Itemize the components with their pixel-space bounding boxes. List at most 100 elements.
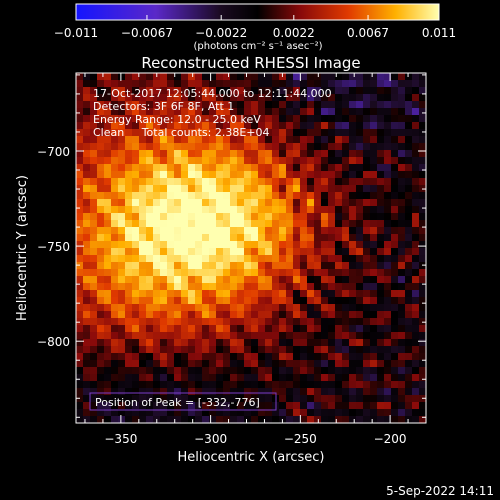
heatmap-cell — [188, 353, 196, 361]
heatmap-cell — [321, 409, 329, 417]
heatmap-cell — [188, 304, 196, 312]
heatmap-cell — [216, 87, 224, 95]
heatmap-cell — [293, 325, 301, 333]
heatmap-cell — [391, 402, 399, 410]
heatmap-cell — [97, 255, 105, 263]
heatmap-cell — [272, 318, 280, 326]
heatmap-cell — [230, 122, 238, 130]
heatmap-cell — [237, 416, 245, 423]
heatmap-cell — [286, 269, 294, 277]
heatmap-cell — [195, 255, 203, 263]
heatmap-cell — [118, 185, 126, 193]
heatmap-cell — [167, 297, 175, 305]
heatmap-cell — [419, 388, 426, 396]
heatmap-cell — [188, 185, 196, 193]
heatmap-cell — [209, 73, 217, 81]
heatmap-cell — [209, 318, 217, 326]
heatmap-cell — [244, 206, 252, 214]
heatmap-cell — [307, 122, 315, 130]
heatmap-cell — [412, 360, 420, 368]
heatmap-cell — [398, 395, 406, 403]
heatmap-cell — [307, 395, 315, 403]
heatmap-cell — [279, 388, 287, 396]
heatmap-cell — [321, 80, 329, 88]
heatmap-cell — [83, 108, 91, 116]
heatmap-cell — [251, 374, 259, 382]
heatmap-cell — [104, 325, 112, 333]
heatmap-cell — [244, 346, 252, 354]
heatmap-cell — [307, 185, 315, 193]
heatmap-cell — [279, 297, 287, 305]
heatmap-cell — [349, 241, 357, 249]
heatmap-cell — [321, 115, 329, 123]
heatmap-cell — [202, 129, 210, 137]
heatmap-cell — [202, 227, 210, 235]
heatmap-cell — [237, 353, 245, 361]
heatmap-cell — [195, 199, 203, 207]
heatmap-cell — [76, 276, 84, 284]
heatmap-cell — [83, 381, 91, 389]
heatmap-cell — [342, 276, 350, 284]
heatmap-cell — [209, 304, 217, 312]
heatmap-cell — [132, 402, 140, 410]
heatmap-cell — [258, 395, 266, 403]
heatmap-cell — [293, 416, 301, 423]
heatmap-cell — [146, 122, 154, 130]
heatmap-cell — [237, 276, 245, 284]
heatmap-cell — [349, 143, 357, 151]
heatmap-cell — [321, 325, 329, 333]
heatmap-cell — [209, 192, 217, 200]
heatmap-cell — [237, 339, 245, 347]
heatmap-cell — [300, 283, 308, 291]
heatmap-cell — [146, 290, 154, 298]
heatmap-cell — [139, 269, 147, 277]
heatmap-cell — [419, 374, 426, 382]
heatmap-cell — [146, 199, 154, 207]
heatmap-cell — [258, 220, 266, 228]
heatmap-cell — [139, 339, 147, 347]
heatmap-cell — [370, 227, 378, 235]
heatmap-cell — [153, 234, 161, 242]
heatmap-cell — [118, 402, 126, 410]
heatmap-cell — [118, 262, 126, 270]
heatmap-cell — [391, 115, 399, 123]
heatmap-cell — [174, 129, 182, 137]
heatmap-cell — [174, 157, 182, 165]
heatmap-cell — [405, 192, 413, 200]
heatmap-cell — [314, 122, 322, 130]
heatmap-cell — [370, 374, 378, 382]
heatmap-cell — [391, 150, 399, 158]
heatmap-cell — [328, 304, 336, 312]
heatmap-cell — [370, 157, 378, 165]
heatmap-cell — [370, 367, 378, 375]
heatmap-cell — [265, 136, 273, 144]
heatmap-cell — [230, 416, 238, 423]
heatmap-cell — [384, 94, 392, 102]
heatmap-cell — [230, 87, 238, 95]
heatmap-cell — [314, 290, 322, 298]
heatmap-cell — [405, 346, 413, 354]
heatmap-cell — [342, 269, 350, 277]
heatmap-cell — [272, 255, 280, 263]
heatmap-cell — [118, 108, 126, 116]
heatmap-cell — [111, 276, 119, 284]
heatmap-cell — [216, 241, 224, 249]
heatmap-cell — [230, 143, 238, 151]
heatmap-cell — [244, 213, 252, 221]
heatmap-cell — [391, 157, 399, 165]
heatmap-cell — [104, 192, 112, 200]
heatmap-cell — [342, 213, 350, 221]
heatmap-cell — [356, 185, 364, 193]
heatmap-cell — [90, 332, 98, 340]
heatmap-cell — [356, 94, 364, 102]
heatmap-cell — [139, 297, 147, 305]
heatmap-cell — [188, 402, 196, 410]
heatmap-cell — [377, 332, 385, 340]
heatmap-cell — [307, 346, 315, 354]
heatmap-cell — [293, 255, 301, 263]
heatmap-cell — [195, 129, 203, 137]
heatmap-cell — [125, 143, 133, 151]
heatmap-cell — [111, 206, 119, 214]
heatmap-cell — [370, 150, 378, 158]
heatmap-cell — [412, 213, 420, 221]
